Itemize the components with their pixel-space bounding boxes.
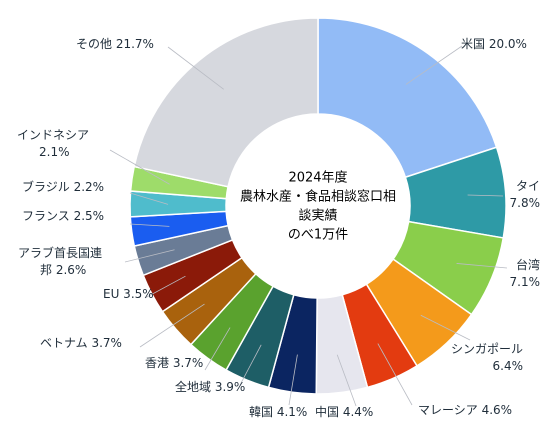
slice-label-4: マレーシア 4.6% <box>418 403 512 417</box>
leader-line-10 <box>144 275 186 299</box>
leader-line-14 <box>109 149 170 185</box>
leader-line-12 <box>129 223 170 227</box>
leader-line-15 <box>167 46 224 90</box>
slice-label-5: 中国 4.4% <box>315 404 373 419</box>
slice-label-13: ブラジル 2.2% <box>22 179 104 194</box>
slice-label-0: 米国 20.0% <box>461 37 527 51</box>
leader-line-8 <box>204 327 231 371</box>
leader-line-9 <box>139 303 205 348</box>
slice-label-9: ベトナム 3.7% <box>40 336 122 350</box>
slice-label-15: その他 21.7% <box>76 37 154 51</box>
leader-line-4 <box>377 343 413 406</box>
slice-15 <box>133 17 319 188</box>
labels-group: 米国 20.0% タイ 7.8% 台湾 7.1% シンガポール 6.4% マレーシア 4.6%… <box>17 37 540 419</box>
leader-line-13 <box>129 192 169 205</box>
slice-label-1: タイ 7.8% <box>510 179 541 210</box>
slice-label-10: EU 3.5% <box>103 287 154 301</box>
leader-line-5 <box>336 354 357 407</box>
slice-label-7: 全地域 3.9% <box>175 379 245 394</box>
slice-label-2: 台湾 7.1% <box>510 257 541 289</box>
leader-line-6 <box>288 354 298 406</box>
center-title-line-2: 談実績 <box>298 208 337 224</box>
leader-line-0 <box>405 45 463 85</box>
leader-line-2 <box>456 263 508 269</box>
slice-label-11: アラブ首長国連邦 2.6% <box>18 245 102 277</box>
center-title-line-0: 2024年度 <box>288 170 347 186</box>
slices-group <box>129 17 507 395</box>
slice-label-14: インドネシア 2.1% <box>17 128 89 159</box>
slice-label-6: 韓国 4.1% <box>249 405 307 419</box>
leader-line-3 <box>420 314 471 341</box>
leader-line-1 <box>467 194 504 197</box>
slice-label-8: 香港 3.7% <box>145 356 203 370</box>
center-title-line-1: 農林水産・食品相談窓口相 <box>240 189 396 205</box>
leader-lines-group <box>109 45 508 407</box>
slice-0 <box>317 17 498 179</box>
leader-line-11 <box>124 249 175 263</box>
center-title-line-3: のべ1万件 <box>288 228 348 243</box>
leader-line-7 <box>239 344 262 386</box>
slice-label-12: フランス 2.5% <box>22 209 104 223</box>
slice-label-3: シンガポール 6.4% <box>451 342 523 373</box>
